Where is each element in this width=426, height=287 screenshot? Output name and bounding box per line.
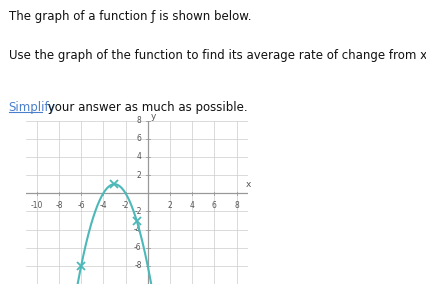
Text: -4: -4 <box>99 201 107 210</box>
Text: -2: -2 <box>134 207 141 216</box>
Text: 6: 6 <box>136 134 141 143</box>
Text: -4: -4 <box>134 225 141 234</box>
Text: -8: -8 <box>134 261 141 270</box>
Text: 4: 4 <box>189 201 194 210</box>
Text: 4: 4 <box>136 152 141 161</box>
Text: -10: -10 <box>31 201 43 210</box>
Text: 2: 2 <box>167 201 172 210</box>
Text: 8: 8 <box>137 116 141 125</box>
Text: x: x <box>245 180 250 189</box>
Text: -8: -8 <box>55 201 63 210</box>
Text: 6: 6 <box>211 201 216 210</box>
Text: Use the graph of the function to find its average rate of change from x = −3 to : Use the graph of the function to find it… <box>9 49 426 62</box>
Text: The graph of a function ƒ is shown below.: The graph of a function ƒ is shown below… <box>9 10 250 23</box>
Text: 2: 2 <box>137 170 141 180</box>
Text: -6: -6 <box>77 201 85 210</box>
Text: Simplify: Simplify <box>9 101 56 114</box>
Text: -6: -6 <box>134 243 141 252</box>
Text: 8: 8 <box>233 201 239 210</box>
Text: -2: -2 <box>121 201 129 210</box>
Text: your answer as much as possible.: your answer as much as possible. <box>43 101 247 114</box>
Text: y: y <box>151 113 156 121</box>
